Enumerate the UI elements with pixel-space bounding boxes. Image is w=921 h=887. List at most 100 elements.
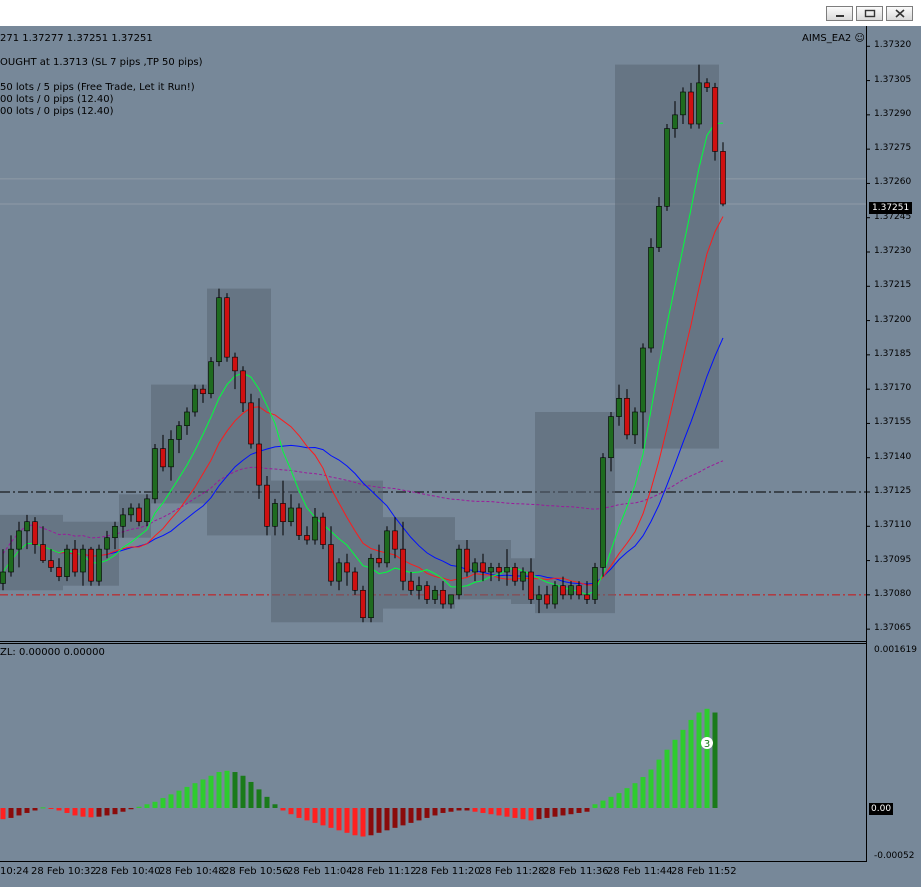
candle-body — [440, 589, 446, 605]
histogram-bar — [432, 808, 438, 816]
ma-mid-line — [2, 216, 724, 586]
candle-body — [56, 567, 62, 577]
candle-body — [464, 548, 470, 573]
histogram-bar — [512, 808, 518, 818]
range-box — [615, 64, 719, 449]
histogram-bar — [424, 808, 430, 818]
candle-body — [224, 297, 230, 358]
candle-body — [280, 503, 286, 523]
price-tick-label: 1.37290 — [874, 108, 912, 119]
window-titlebar — [0, 0, 921, 26]
candle-body — [376, 557, 382, 564]
candle-body — [640, 347, 646, 413]
histogram-bar — [536, 808, 542, 820]
histogram-bar — [288, 808, 294, 815]
histogram-bar — [200, 779, 206, 808]
histogram-bar — [624, 788, 630, 808]
candle-body — [72, 548, 78, 573]
histogram-bar — [160, 798, 166, 808]
histogram-bar — [504, 808, 510, 817]
histogram-bar — [80, 808, 86, 817]
time-axis-separator — [0, 861, 867, 862]
candle-body — [496, 567, 502, 573]
histogram-bar — [480, 808, 486, 813]
histogram-bar — [112, 808, 118, 815]
indicator-readout: ZL: 0.00000 0.00000 — [0, 647, 105, 658]
candle-body — [704, 82, 710, 88]
histogram-bar — [680, 729, 686, 808]
histogram-bar — [496, 808, 502, 816]
histogram-bar — [616, 793, 622, 808]
candle-body — [504, 567, 510, 573]
histogram-bar — [664, 749, 670, 808]
candle-body — [576, 585, 582, 596]
histogram-bar — [320, 808, 326, 826]
lot-line-2: 00 lots / 0 pips (12.40) — [0, 94, 114, 105]
histogram-bar — [392, 808, 398, 828]
minimize-button[interactable] — [826, 6, 853, 21]
histogram-bar — [648, 769, 654, 808]
candle-body — [680, 91, 686, 116]
candle-body — [184, 411, 190, 427]
maximize-button[interactable] — [856, 6, 883, 21]
candle-body — [608, 416, 614, 459]
candle-body — [344, 562, 350, 573]
histogram-bar — [672, 739, 678, 808]
window-controls — [826, 6, 913, 21]
time-tick-label: 28 Feb 11:52 — [671, 866, 737, 877]
price-tick-label: 1.37140 — [874, 451, 912, 462]
candle-body — [672, 114, 678, 129]
candle-body — [720, 151, 726, 205]
candle-body — [520, 571, 526, 582]
histogram-bar — [408, 808, 414, 823]
price-tick-label: 1.37245 — [874, 211, 912, 222]
time-tick-label: 28 Feb 11:44 — [607, 866, 673, 877]
histogram-bar — [104, 808, 110, 816]
histogram-bar — [48, 808, 54, 809]
histogram-bar — [56, 808, 62, 811]
candle-body — [32, 521, 38, 545]
histogram-bar — [400, 808, 406, 826]
price-tick-label: 1.37305 — [874, 74, 912, 85]
indicator-min-label: -0.00052 — [874, 851, 915, 861]
time-tick-label: 28 Feb 11:12 — [351, 866, 417, 877]
histogram-bar — [96, 808, 102, 817]
current-price-tag: 1.37251 — [869, 202, 913, 214]
candle-body — [592, 567, 598, 600]
time-tick-label: 28 Feb 10:56 — [223, 866, 289, 877]
candle-body — [104, 537, 110, 550]
histogram-bar — [208, 775, 214, 808]
histogram-bar — [120, 808, 126, 812]
candle-body — [416, 585, 422, 591]
histogram-bar — [456, 808, 462, 811]
histogram-bar — [368, 808, 374, 836]
close-button[interactable] — [886, 6, 913, 21]
price-tick-label: 1.37080 — [874, 588, 912, 599]
candle-body — [136, 507, 142, 523]
histogram-bar — [144, 804, 150, 808]
candle-body — [216, 297, 222, 363]
candle-body — [536, 594, 542, 600]
candle-body — [24, 521, 30, 532]
candle-body — [656, 205, 662, 248]
histogram-bar — [472, 808, 478, 812]
histogram-bar — [16, 808, 22, 816]
candle-body — [248, 402, 254, 445]
candle-body — [112, 525, 118, 539]
histogram-bar — [272, 804, 278, 808]
candle-body — [472, 562, 478, 573]
price-tick-label: 1.37215 — [874, 280, 912, 291]
price-tick-label: 1.37185 — [874, 348, 912, 359]
histogram-bar — [256, 789, 262, 808]
candle-body — [488, 567, 494, 573]
histogram-bar — [528, 808, 534, 821]
candle-body — [288, 507, 294, 523]
candle-body — [240, 370, 246, 404]
indicator-badge — [701, 737, 713, 749]
candle-body — [392, 530, 398, 550]
candle-body — [16, 530, 22, 550]
candle-body — [688, 91, 694, 125]
time-tick-label: 28 Feb 10:48 — [159, 866, 225, 877]
candle-body — [256, 443, 262, 486]
